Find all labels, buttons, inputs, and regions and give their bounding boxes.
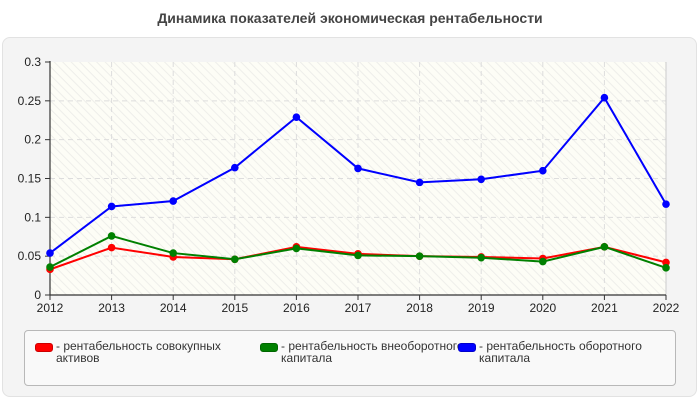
x-tick-label: 2015 <box>221 301 248 315</box>
data-point <box>477 175 486 184</box>
y-tick-label: 0 <box>34 288 41 302</box>
legend-swatch-green <box>260 343 278 352</box>
data-point <box>662 200 670 208</box>
data-point <box>539 257 547 266</box>
x-tick-label: 2018 <box>406 301 433 315</box>
legend-item-working-capital: - рентабельность оборотного капитала <box>458 340 669 364</box>
data-point <box>169 197 177 205</box>
data-point <box>354 164 362 173</box>
axes: 0 0.05 0.1 0.15 0.2 0.25 0.3 2012 2013 2014 2015 20… <box>18 55 680 315</box>
data-point <box>107 202 116 211</box>
data-point <box>477 253 486 262</box>
x-tick-label: 2017 <box>345 301 372 315</box>
data-point <box>662 258 670 267</box>
y-tick-label: 0.2 <box>24 133 41 147</box>
x-tick-label: 2014 <box>160 301 187 315</box>
data-point <box>46 249 54 257</box>
data-point <box>354 251 362 260</box>
x-tick-label: 2021 <box>591 301 618 315</box>
chart-title: Динамика показателей экономическая рента… <box>157 10 543 26</box>
y-tick-label: 0.05 <box>18 249 42 263</box>
data-point <box>231 255 239 264</box>
legend-label: - рентабельность совокупных активов <box>56 339 221 365</box>
data-point <box>415 252 424 260</box>
legend-label: - рентабельность оборотного капитала <box>479 339 642 365</box>
x-tick-label: 2020 <box>529 301 556 315</box>
x-tick-label: 2012 <box>37 301 64 315</box>
data-point <box>600 243 609 251</box>
y-tick-label: 0.25 <box>18 94 42 108</box>
legend-swatch-blue <box>458 343 476 352</box>
legend: - рентабельность совокупных активов - ре… <box>24 330 676 386</box>
series-lines <box>46 93 670 274</box>
x-tick-label: 2013 <box>98 301 125 315</box>
legend-label: - рентабельность внеоборотного капитала <box>281 339 464 365</box>
data-point <box>539 166 547 175</box>
legend-swatch-red <box>35 343 53 352</box>
data-point <box>231 163 239 172</box>
x-tick-label: 2019 <box>468 301 495 315</box>
data-point <box>292 113 301 121</box>
data-point <box>415 178 424 187</box>
x-tick-label: 2022 <box>653 301 680 315</box>
y-tick-label: 0.3 <box>24 55 41 69</box>
data-point <box>169 249 177 257</box>
data-point <box>292 244 301 253</box>
legend-item-total-assets: - рентабельность совокупных активов <box>35 340 246 364</box>
data-point <box>46 263 54 271</box>
data-point <box>107 232 116 240</box>
legend-item-noncurrent-capital: - рентабельность внеоборотного капитала <box>260 340 471 364</box>
x-tick-label: 2016 <box>283 301 310 315</box>
data-point <box>600 93 609 102</box>
data-point <box>662 264 670 272</box>
y-tick-label: 0.15 <box>18 172 42 186</box>
y-tick-label: 0.1 <box>24 210 41 224</box>
data-point <box>107 243 116 252</box>
